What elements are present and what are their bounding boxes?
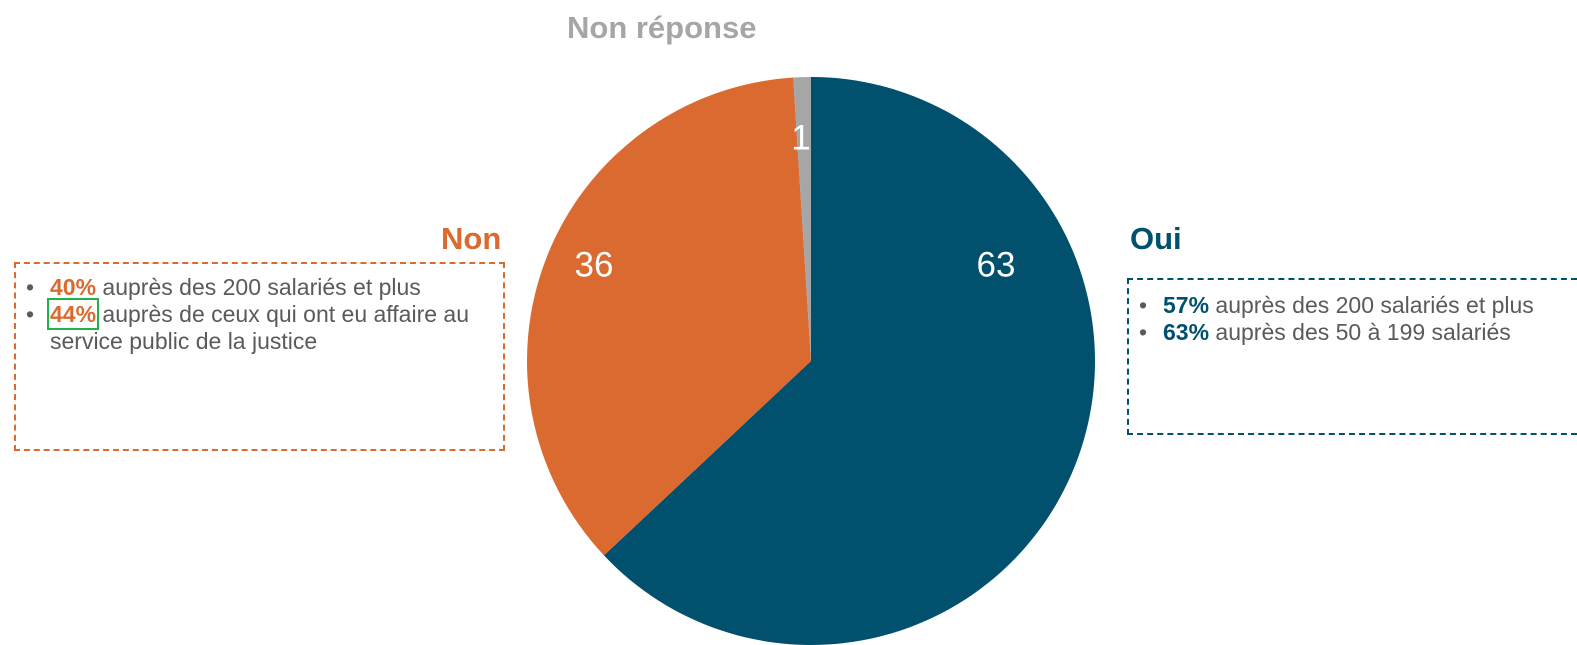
pie-slice-non <box>526 77 811 556</box>
non-note-item: 44% auprès de ceux qui ont eu affaire au… <box>16 297 503 355</box>
data-label: 63 <box>977 245 1016 284</box>
pie-slice-non-reponse <box>793 77 811 361</box>
non-note-box: 40% auprès des 200 salariés et plus 44% … <box>14 262 505 451</box>
label-non-reponse: Non réponse <box>567 10 757 45</box>
oui-note-item: 57% auprès des 200 salariés et plus <box>1129 292 1577 319</box>
non-note-text: auprès des 200 salariés et plus <box>96 274 421 300</box>
data-label: 1 <box>791 118 810 157</box>
label-non: Non <box>441 221 502 256</box>
oui-note-pct: 63% <box>1163 318 1210 345</box>
label-oui: Oui <box>1130 221 1182 256</box>
oui-note-text: auprès des 200 salariés et plus <box>1209 292 1534 318</box>
pie-slice-oui <box>603 77 1095 645</box>
oui-note-pct: 57% <box>1163 292 1210 318</box>
oui-note-item: 63% auprès des 50 à 199 salariés <box>1129 319 1577 346</box>
non-note-item: 40% auprès des 200 salariés et plus <box>16 274 503 301</box>
oui-note-box: 57% auprès des 200 salariés et plus 63% … <box>1127 278 1577 435</box>
non-note-pct: 40% <box>50 274 97 300</box>
oui-note-text: auprès des 50 à 199 salariés <box>1209 318 1511 345</box>
non-note-pct-highlighted: 44% <box>46 297 100 330</box>
non-note-text: auprès de ceux qui ont eu affaire au ser… <box>50 300 469 354</box>
data-label: 36 <box>575 245 614 284</box>
